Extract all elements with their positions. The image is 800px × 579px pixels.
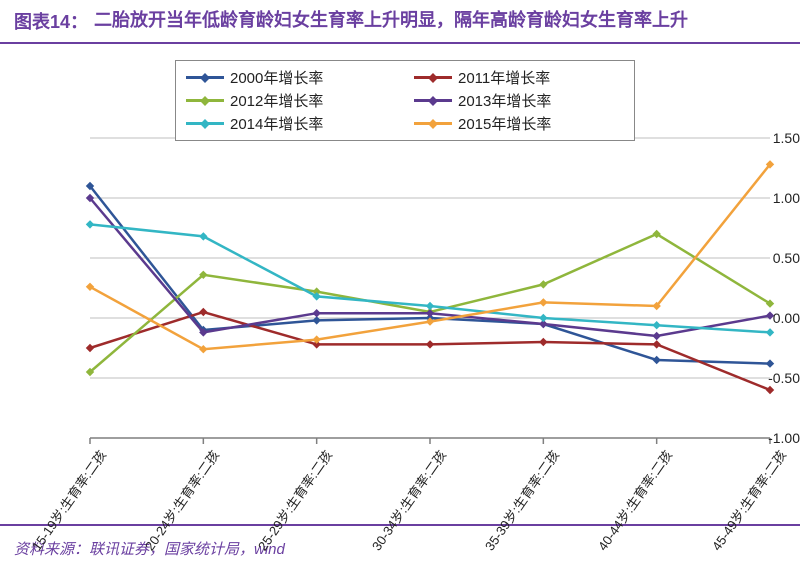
legend-swatch [186,122,224,125]
legend-item: 2012年增长率 [186,90,396,111]
figure-number: 图表14： [14,8,88,34]
legend-item: 2015年增长率 [414,113,624,134]
legend-label: 2000年增长率 [230,67,323,88]
y-tick-label: -1.00 [720,430,800,446]
series-marker [87,221,94,228]
series-marker [767,360,774,367]
figure-title: 二胎放开当年低龄育龄妇女生育率上升明显，隔年高龄育龄妇女生育率上升 [94,8,688,32]
legend-swatch [414,99,452,102]
figure-container: 图表14： 二胎放开当年低龄育龄妇女生育率上升明显，隔年高龄育龄妇女生育率上升 … [0,0,800,579]
y-tick-label: 1.00 [720,190,800,206]
series-marker [767,387,774,394]
legend-swatch [414,122,452,125]
legend-label: 2011年增长率 [458,67,550,88]
y-tick-label: 0.00 [720,310,800,326]
legend-item: 2011年增长率 [414,67,624,88]
title-row: 图表14： 二胎放开当年低龄育龄妇女生育率上升明显，隔年高龄育龄妇女生育率上升 [0,0,800,38]
y-tick-label: -0.50 [720,370,800,386]
legend-item: 2000年增长率 [186,67,396,88]
series-marker [653,357,660,364]
series-line [90,186,770,364]
series-marker [87,345,94,352]
series-marker [313,336,320,343]
series-marker [540,315,547,322]
legend-label: 2013年增长率 [458,90,551,111]
chart: 2000年增长率 2011年增长率 2012年增长率 2013年增长率 2014年增长率… [0,50,800,520]
series-marker [653,322,660,329]
series-marker [540,299,547,306]
legend-item: 2013年增长率 [414,90,624,111]
title-divider [0,42,800,44]
series-marker [653,341,660,348]
source-row: 资料来源：联讯证券，国家统计局，wind [0,532,800,559]
series-marker [767,329,774,336]
legend-swatch [414,76,452,79]
series-marker [200,309,207,316]
series-marker [540,339,547,346]
y-tick-label: 0.50 [720,250,800,266]
legend-swatch [186,99,224,102]
legend: 2000年增长率 2011年增长率 2012年增长率 2013年增长率 2014年增长率… [175,60,635,141]
legend-label: 2015年增长率 [458,113,551,134]
legend-label: 2014年增长率 [230,113,323,134]
y-tick-label: 1.50 [720,130,800,146]
series-marker [427,341,434,348]
series-marker [653,333,660,340]
series-marker [427,303,434,310]
legend-item: 2014年增长率 [186,113,396,134]
series-marker [313,310,320,317]
legend-swatch [186,76,224,79]
legend-label: 2012年增长率 [230,90,323,111]
